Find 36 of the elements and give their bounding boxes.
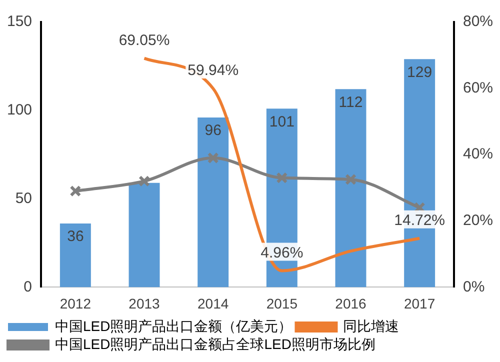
y-tick-label: 0 bbox=[24, 278, 32, 296]
y2-tick-label: 20% bbox=[462, 212, 494, 230]
legend-label: 中国LED照明产品出口金额（亿美元） bbox=[55, 318, 292, 334]
y2-tick-label: 0% bbox=[462, 278, 485, 296]
data-label: 14.72% bbox=[394, 212, 446, 230]
y-tick-label: 100 bbox=[6, 102, 32, 119]
y-tick-label: 50 bbox=[15, 190, 32, 207]
bar bbox=[60, 224, 91, 288]
x-tick-label: 2016 bbox=[335, 295, 367, 312]
point bbox=[70, 185, 82, 197]
x-tick-label: 2013 bbox=[128, 295, 160, 312]
data-label: 36 bbox=[67, 228, 84, 246]
y2-tick-label: 60% bbox=[462, 79, 494, 96]
data-label: 4.96% bbox=[260, 244, 304, 262]
x-tick-label: 2017 bbox=[404, 295, 436, 312]
legend-label: 中国LED照明产品出口金额占全球LED照明市场比例 bbox=[55, 336, 376, 352]
x-tick-label: 2012 bbox=[60, 295, 92, 312]
y2-tick-label: 80% bbox=[462, 13, 494, 30]
data-label: 59.94% bbox=[188, 62, 239, 80]
point bbox=[345, 174, 356, 186]
point bbox=[138, 175, 150, 187]
bar bbox=[198, 117, 229, 288]
data-label: 69.05% bbox=[118, 32, 170, 49]
bar bbox=[335, 89, 366, 288]
data-label: 129 bbox=[407, 64, 432, 81]
point bbox=[207, 152, 219, 164]
data-label: 101 bbox=[269, 113, 294, 130]
bar bbox=[128, 182, 160, 288]
data-label: 112 bbox=[338, 94, 363, 111]
point bbox=[276, 172, 288, 184]
x-tick-label: 2014 bbox=[198, 295, 229, 312]
y2-tick-label: 40% bbox=[462, 146, 494, 163]
x-tick-label: 2015 bbox=[266, 295, 298, 312]
data-label: 96 bbox=[204, 122, 222, 140]
y-tick-label: 150 bbox=[6, 13, 32, 30]
legend-label: 同比增速 bbox=[343, 318, 400, 334]
